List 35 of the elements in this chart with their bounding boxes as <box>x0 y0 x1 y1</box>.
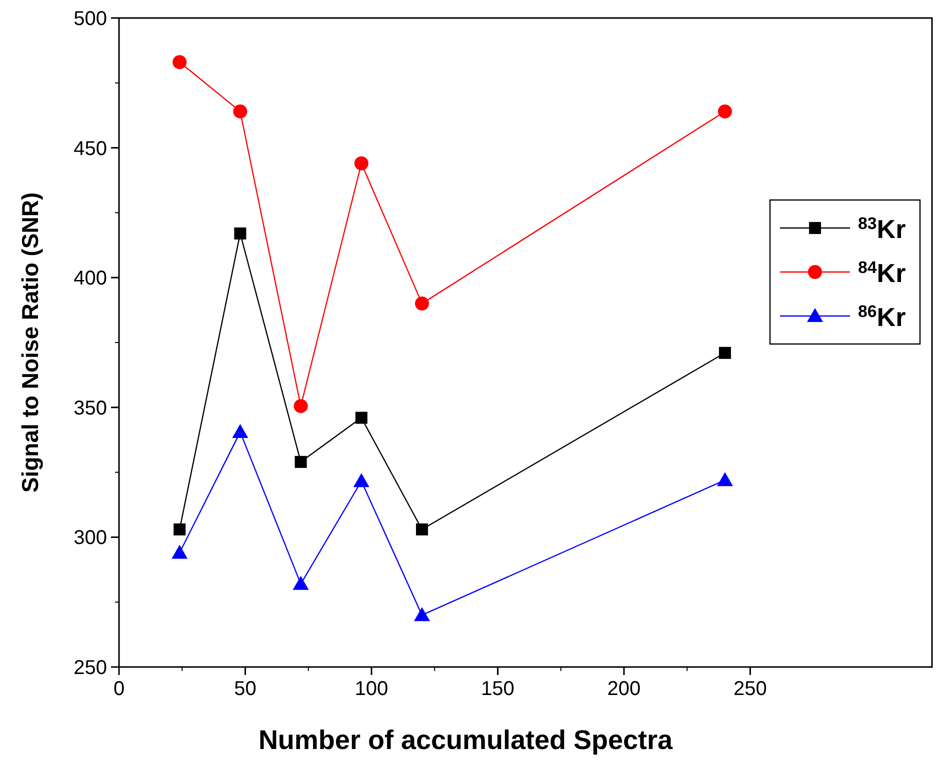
point <box>294 399 308 414</box>
point <box>232 424 248 438</box>
x-tick-label: 200 <box>607 678 641 700</box>
y-tick-label: 300 <box>74 527 107 550</box>
x-tick-label: 250 <box>734 678 767 700</box>
legend-label: $^{84}$Kr <box>858 258 906 288</box>
point <box>294 456 307 468</box>
point <box>354 156 368 170</box>
point <box>174 523 186 536</box>
legend-label: $^{86}$Kr <box>858 302 906 332</box>
y-axis-title: Signal to Noise Ratio (SNR) <box>17 192 43 493</box>
point <box>172 55 187 70</box>
x-tick-label: 100 <box>354 678 388 700</box>
point <box>414 296 429 311</box>
x-tick-label: 150 <box>481 678 514 700</box>
point <box>355 412 368 424</box>
point <box>292 576 309 590</box>
point <box>233 104 248 118</box>
point <box>353 473 370 488</box>
x-tick-label: 50 <box>234 678 256 700</box>
point <box>414 607 430 622</box>
point <box>416 523 428 536</box>
point <box>716 472 733 486</box>
y-tick-label: 400 <box>74 268 107 290</box>
x-axis-title: Number of accumulated Spectra <box>258 725 674 755</box>
y-tick-label: 250 <box>74 657 107 679</box>
x-tick-label: 0 <box>113 678 125 700</box>
point <box>172 544 188 559</box>
point <box>718 104 732 118</box>
y-tick-label: 450 <box>74 138 107 160</box>
point <box>718 346 731 359</box>
y-tick-label: 350 <box>74 397 107 420</box>
point <box>234 227 246 240</box>
legend-label: $^{83}$Kr <box>858 214 906 244</box>
y-tick-label: 500 <box>74 8 107 30</box>
